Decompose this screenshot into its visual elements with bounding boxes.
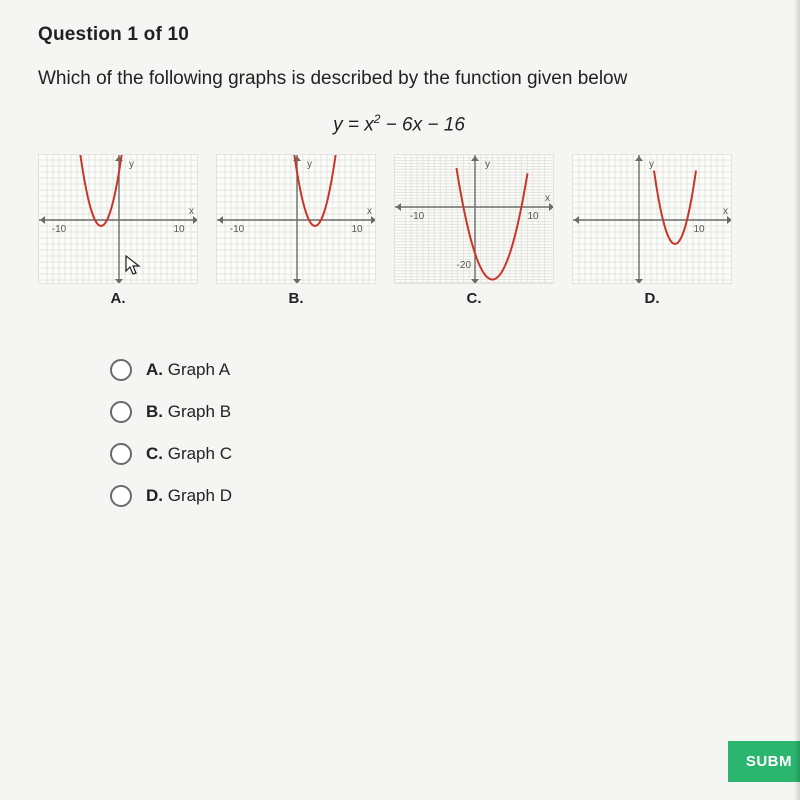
chart-b: -10 10 y x B. (216, 154, 376, 307)
equation-suffix: − 6x − 16 (380, 114, 465, 135)
radio-c[interactable] (110, 443, 132, 465)
option-key-a: A. (146, 360, 163, 379)
question-text: Which of the following graphs is describ… (38, 68, 800, 90)
svg-text:10: 10 (693, 224, 705, 235)
svg-text:-10: -10 (410, 211, 425, 222)
submit-button[interactable]: SUBM (728, 741, 800, 782)
svg-text:x: x (545, 193, 550, 204)
svg-text:10: 10 (351, 224, 363, 235)
radio-d[interactable] (110, 485, 132, 507)
option-b[interactable]: B. Graph B (110, 401, 800, 423)
option-key-c: C. (146, 444, 163, 463)
chart-c: -10 10 -20 y x C. (394, 154, 554, 307)
svg-text:y: y (129, 159, 134, 170)
equation: y = x2 − 6x − 16 (18, 112, 780, 136)
svg-text:x: x (189, 206, 194, 217)
chart-a: -10 10 y x A. (38, 154, 198, 307)
chart-canvas-d: 10 y x (572, 154, 732, 284)
option-d[interactable]: D. Graph D (110, 485, 800, 507)
chart-label-c: C. (467, 290, 482, 307)
radio-b[interactable] (110, 401, 132, 423)
option-text-d: Graph D (163, 486, 232, 505)
chart-canvas-b: -10 10 y x (216, 154, 376, 284)
equation-prefix: y = x (333, 114, 374, 135)
svg-text:-10: -10 (230, 224, 245, 235)
question-header: Question 1 of 10 (38, 24, 800, 46)
chart-canvas-c: -10 10 -20 y x (394, 154, 554, 284)
chart-canvas-a: -10 10 y x (38, 154, 198, 284)
option-a[interactable]: A. Graph A (110, 359, 800, 381)
svg-text:10: 10 (173, 224, 185, 235)
svg-text:10: 10 (527, 211, 539, 222)
svg-text:-10: -10 (52, 224, 67, 235)
options-list: A. Graph A B. Graph B C. Graph C D. Graph D (110, 359, 800, 507)
option-text-a: Graph A (163, 360, 230, 379)
svg-text:y: y (485, 159, 490, 170)
option-text-b: Graph B (163, 402, 231, 421)
svg-text:x: x (723, 206, 728, 217)
option-key-d: D. (146, 486, 163, 505)
charts-row: -10 10 y x A. -10 10 y x B. -10 10 -20 y x C. 10 y x D. (38, 154, 800, 307)
chart-d: 10 y x D. (572, 154, 732, 307)
option-c[interactable]: C. Graph C (110, 443, 800, 465)
svg-text:y: y (307, 159, 312, 170)
chart-label-b: B. (289, 290, 304, 307)
option-key-b: B. (146, 402, 163, 421)
chart-label-a: A. (111, 290, 126, 307)
panel-shadow (794, 0, 800, 800)
chart-label-d: D. (645, 290, 660, 307)
svg-text:y: y (649, 159, 654, 170)
svg-text:-20: -20 (457, 260, 472, 271)
option-text-c: Graph C (163, 444, 232, 463)
svg-text:x: x (367, 206, 372, 217)
radio-a[interactable] (110, 359, 132, 381)
